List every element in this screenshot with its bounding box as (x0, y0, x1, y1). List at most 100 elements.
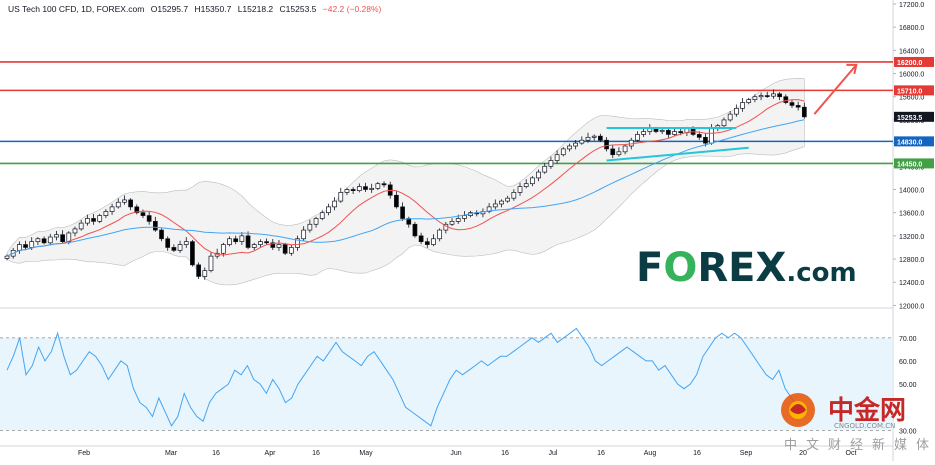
candle-body (369, 187, 375, 190)
candle-body (91, 218, 96, 222)
candle-body (801, 106, 807, 118)
candle-body (591, 135, 597, 138)
forex-logo-f: F (636, 245, 664, 291)
candle-body (245, 235, 251, 248)
candle-body (431, 238, 436, 245)
candle-body (424, 241, 430, 245)
x-tick-label: Oct (846, 450, 857, 457)
candle-body (678, 131, 684, 134)
candle-body (696, 134, 702, 138)
candle-body (54, 234, 59, 238)
rsi-band (0, 337, 893, 431)
candle-body (517, 186, 523, 193)
candle-body (647, 128, 653, 132)
candle-body (72, 228, 78, 234)
price-level-tag (894, 136, 934, 147)
y-tick-label: 16400.0 (899, 48, 924, 55)
ma-fast-line (6, 99, 805, 257)
forex-logo: FOREX.com (636, 245, 857, 291)
candle-body (251, 244, 257, 248)
candle-body (542, 165, 548, 173)
candle-body (282, 244, 288, 254)
candle-body (78, 222, 84, 230)
candle-body (183, 241, 189, 245)
y-tick-label: 17200.0 (899, 2, 924, 9)
cngold-title: 中金网 (828, 396, 907, 426)
candle-body (165, 238, 171, 248)
price-level-label: 16200.0 (897, 60, 922, 67)
candle-body (659, 130, 665, 132)
candle-body (344, 189, 350, 193)
candle-body (666, 130, 671, 135)
candle-body (455, 218, 461, 222)
candle-body (499, 200, 504, 205)
current-price-label: 15253.5 (897, 115, 922, 122)
x-tick-label: Apr (265, 450, 277, 457)
candle-body (196, 264, 201, 277)
candle-body (653, 128, 659, 132)
candle-body (437, 229, 443, 240)
projection-arrow-head (846, 63, 858, 75)
candle-body (35, 238, 41, 243)
candle-body (573, 142, 578, 147)
candle-body (4, 255, 10, 259)
candle-body (560, 148, 566, 156)
candle-body (190, 241, 195, 266)
candle-body (672, 131, 677, 135)
candle-body (622, 145, 628, 153)
candle-body (758, 95, 764, 98)
x-tick-label: Sep (740, 450, 753, 457)
candle-body (795, 105, 801, 108)
candle-body (554, 154, 560, 161)
candle-body (628, 139, 634, 147)
price-level-label: 14450.0 (897, 161, 922, 168)
rsi-tick-label: 50.00 (899, 382, 917, 389)
candle-body (276, 244, 282, 248)
x-tick-label: 16 (212, 450, 220, 457)
candle-body (338, 192, 344, 202)
candle-body (752, 96, 758, 100)
candle-body (97, 215, 103, 222)
candle-body (449, 221, 455, 225)
candle-body (771, 93, 776, 97)
x-tick-label: 16 (312, 450, 320, 457)
candle-body (128, 199, 133, 208)
close-value: C15253.5 (279, 4, 317, 14)
x-tick-label: Jun (450, 450, 461, 457)
candle-body (709, 128, 714, 144)
candle-body (332, 200, 337, 208)
candle-body (47, 236, 53, 244)
candle-body (264, 241, 269, 244)
y-tick-label: 16800.0 (899, 25, 924, 32)
x-tick-label: Aug (644, 450, 657, 457)
candle-body (418, 235, 424, 243)
candle-body (227, 238, 232, 245)
ma-slow-line (6, 119, 805, 257)
candle-body (109, 206, 115, 212)
candle-body (400, 206, 405, 219)
candle-body (783, 96, 789, 103)
candle-body (307, 223, 313, 231)
candle-body (733, 107, 739, 115)
y-tick-label: 13600.0 (899, 211, 924, 218)
candle-body (258, 241, 263, 245)
y-tick-label: 16000.0 (899, 72, 924, 79)
price-level-tag (894, 56, 934, 67)
candle-body (233, 238, 239, 243)
candle-body (363, 186, 368, 190)
candle-body (152, 221, 158, 231)
candle-body (777, 93, 782, 98)
candle-body (115, 201, 121, 208)
candle-body (579, 139, 585, 144)
candle-body (313, 218, 319, 225)
price-level-tag (894, 158, 934, 169)
candle-body (171, 247, 177, 251)
candle-body (412, 223, 418, 237)
candle-body (159, 229, 164, 240)
high-value: H15350.7 (194, 4, 232, 14)
low-value: L15218.2 (237, 4, 274, 14)
x-tick-label: Jul (549, 450, 558, 457)
candle-body (326, 206, 331, 214)
